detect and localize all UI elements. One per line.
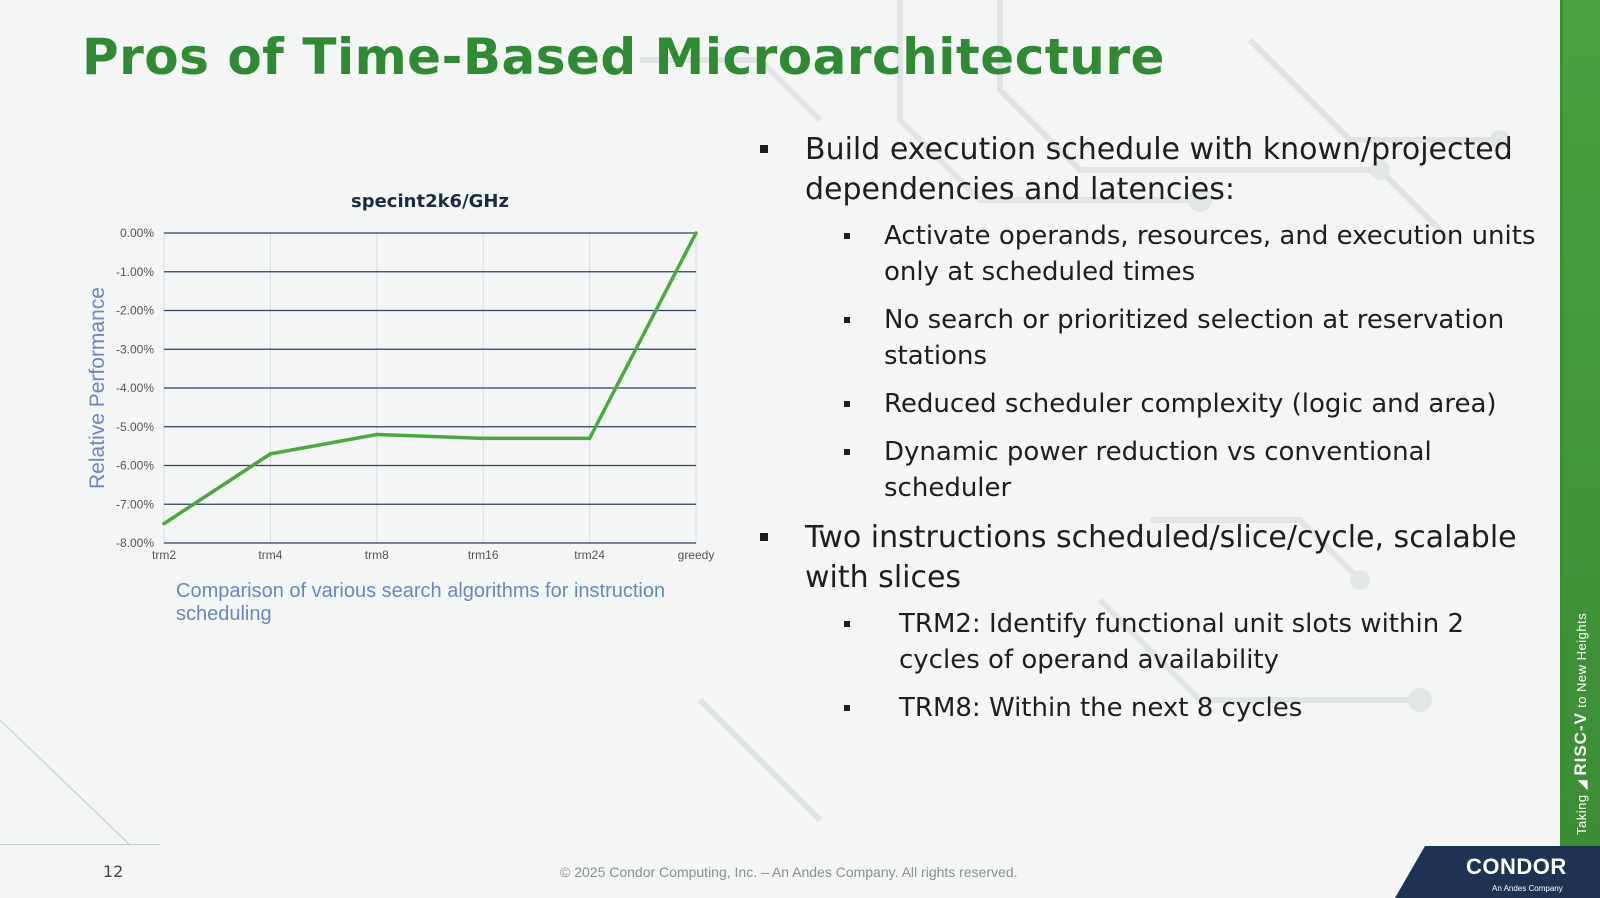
- risc-v-logo-icon: ◢: [1574, 779, 1589, 791]
- footer-divider: [0, 844, 160, 845]
- y-tick-label: -4.00%: [116, 381, 154, 395]
- y-tick-label: -2.00%: [116, 304, 154, 318]
- data-point: [587, 436, 592, 441]
- y-axis-label: Relative Performance: [86, 287, 109, 489]
- data-point: [162, 521, 166, 526]
- sub-bullet: TRM2: Identify functional unit slots wit…: [760, 606, 1550, 678]
- tagline-prefix: Taking: [1574, 794, 1589, 835]
- side-accent-bar-inner: [1563, 0, 1600, 898]
- slide-title: Pros of Time-Based Microarchitecture: [82, 28, 1165, 86]
- y-tick-label: -1.00%: [116, 265, 154, 279]
- bullet-2: Two instructions scheduled/slice/cycle, …: [760, 518, 1550, 598]
- y-tick-label: -3.00%: [116, 342, 154, 356]
- x-tick-label: trm24: [574, 548, 605, 562]
- x-tick-label: trm4: [258, 548, 282, 562]
- y-tick-label: 0.00%: [120, 226, 154, 240]
- x-tick-label: greedy: [678, 548, 715, 562]
- condor-logo: CONDOR: [1466, 854, 1567, 879]
- bullet-1: Build execution schedule with known/proj…: [760, 130, 1550, 210]
- chart-container: 0.00% -1.00% -2.00% -3.00% -4.00% -5.00% -6.00…: [80, 185, 740, 635]
- sub-bullet: Dynamic power reduction vs conventional …: [760, 434, 1550, 506]
- y-tick-label: -8.00%: [116, 536, 154, 550]
- y-tick-label: -7.00%: [116, 497, 154, 511]
- data-point: [694, 231, 698, 235]
- sub-bullet: TRM8: Within the next 8 cycles: [760, 690, 1550, 726]
- data-point: [375, 432, 379, 437]
- y-tick-label: -5.00%: [116, 420, 154, 434]
- sub-bullet: No search or prioritized selection at re…: [760, 302, 1550, 374]
- data-point: [268, 452, 273, 456]
- logo-subtext: An Andes Company: [1492, 884, 1563, 893]
- side-tagline: Taking ◢ RISC-V to New Heights: [1566, 575, 1596, 835]
- chart-title: specint2k6/GHz: [351, 191, 509, 212]
- data-point: [481, 436, 486, 441]
- circuit-background: [640, 0, 1510, 823]
- y-tick-label: -6.00%: [116, 459, 154, 473]
- decorative-diagonal: [0, 719, 131, 846]
- tagline-brand: RISC-V: [1571, 712, 1590, 776]
- sub-bullet: Activate operands, resources, and execut…: [760, 218, 1550, 290]
- x-tick-label: trm2: [152, 548, 176, 562]
- x-tick-label: trm8: [365, 548, 389, 562]
- sub-bullet: Reduced scheduler complexity (logic and …: [760, 386, 1550, 422]
- chart-caption: Comparison of various search algorithms …: [176, 580, 666, 625]
- line-chart: 0.00% -1.00% -2.00% -3.00% -4.00% -5.00% -6.00…: [86, 191, 715, 562]
- bullet-list: Build execution schedule with known/proj…: [760, 130, 1550, 738]
- page-number: 12: [103, 862, 124, 881]
- logo-background: [1395, 846, 1600, 898]
- copyright-notice: © 2025 Condor Computing, Inc. – An Andes…: [560, 864, 1018, 880]
- x-tick-label: trm16: [468, 548, 499, 562]
- series-line: [163, 232, 698, 526]
- tagline-suffix: to New Heights: [1574, 612, 1589, 708]
